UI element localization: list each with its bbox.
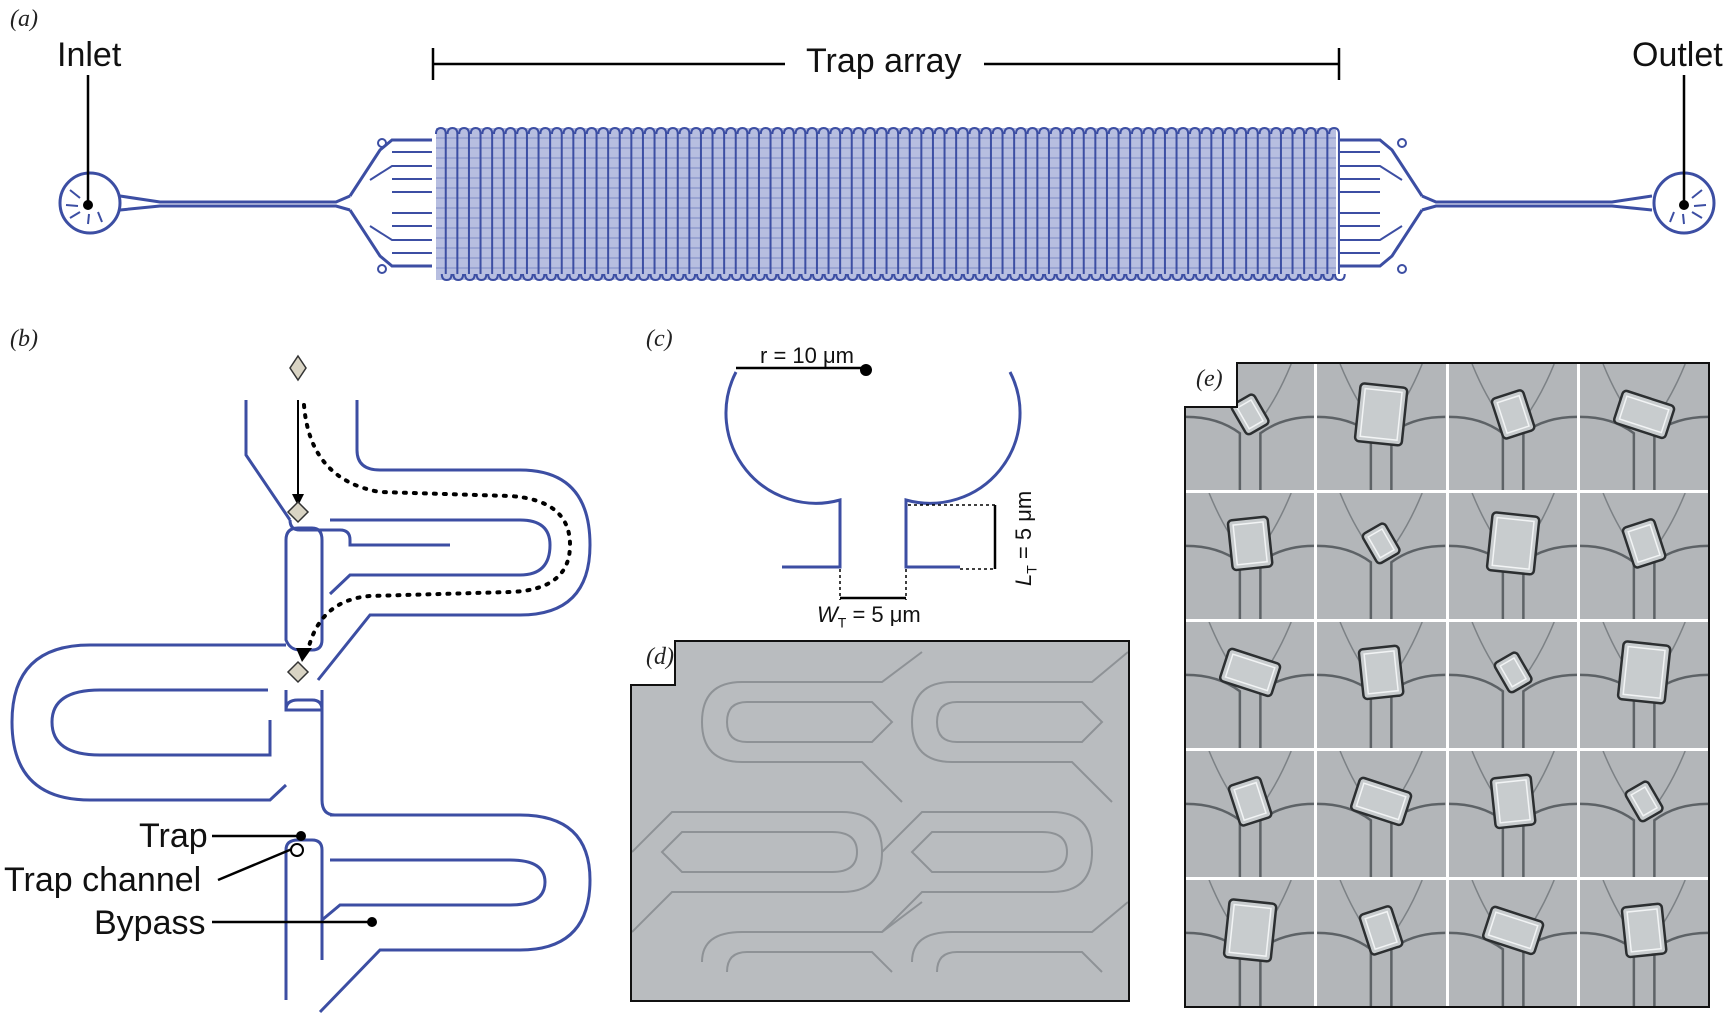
crystal-tile-image — [1579, 751, 1708, 877]
crystal — [1493, 651, 1533, 694]
crystal-tile — [1317, 880, 1446, 1006]
crystal-tile-image — [1448, 751, 1577, 877]
crystal-tile-image — [1448, 880, 1577, 1006]
crystal — [1621, 518, 1667, 569]
crystal — [1358, 644, 1405, 701]
crystal — [1222, 898, 1278, 963]
crystal-tile — [1186, 622, 1315, 748]
crystal-tile-image — [1186, 751, 1315, 877]
crystal — [1612, 389, 1676, 440]
trap-schematic — [10, 354, 592, 1014]
crystal-tile-image — [1448, 622, 1577, 748]
crystal-tile — [1448, 493, 1577, 619]
length-label: LT = 5 μm — [1011, 491, 1039, 586]
crystal-tile — [1317, 751, 1446, 877]
crystal — [1361, 522, 1401, 565]
crystal — [1218, 647, 1282, 698]
crystal-tile-image — [1186, 493, 1315, 619]
crystal — [1624, 780, 1664, 823]
crystal-tile-image — [1579, 493, 1708, 619]
inlet-label: Inlet — [57, 36, 122, 74]
crystal — [1616, 640, 1672, 705]
panel-d-letter: (d) — [646, 644, 674, 670]
micrograph-d-notch — [630, 640, 676, 686]
crystal-tile-image — [1579, 880, 1708, 1006]
panel-c-letter: (c) — [646, 326, 673, 352]
crystal-tile-image — [1186, 364, 1315, 490]
crystal-grid — [1184, 362, 1710, 1008]
width-value: = 5 μm — [846, 602, 921, 627]
crystal — [1230, 393, 1270, 436]
trap-channel-label: Trap channel — [4, 861, 202, 899]
crystal-tile — [1317, 493, 1446, 619]
crystal-tile — [1186, 880, 1315, 1006]
crystal-tile — [1579, 493, 1708, 619]
crystal-tile — [1448, 880, 1577, 1006]
crystal-tile — [1186, 493, 1315, 619]
crystal-grid-notch — [1184, 362, 1238, 408]
outlet-label: Outlet — [1632, 36, 1723, 74]
micrograph-d — [630, 640, 1130, 1002]
bypass-label: Bypass — [94, 904, 206, 942]
panel-a-letter: (a) — [10, 6, 38, 32]
length-value: = 5 μm — [1011, 490, 1036, 566]
crystal-tile-image — [1317, 880, 1446, 1006]
crystal — [1226, 515, 1274, 572]
crystal — [1350, 776, 1413, 827]
crystal — [1358, 905, 1404, 956]
crystal-tile — [1448, 622, 1577, 748]
crystal-tile-image — [1317, 364, 1446, 490]
crystal-tile-image — [1186, 622, 1315, 748]
crystal-tile — [1448, 364, 1577, 490]
crystal — [1354, 382, 1409, 447]
crystal-tile — [1579, 880, 1708, 1006]
crystal-tile-image — [1317, 751, 1446, 877]
trap-array-label: Trap array — [806, 42, 962, 80]
crystal-tile — [1579, 364, 1708, 490]
crystal-tile — [1579, 622, 1708, 748]
panel-b-letter: (b) — [10, 326, 38, 352]
crystal-tile-image — [1317, 493, 1446, 619]
crystal-tile — [1186, 751, 1315, 877]
width-symbol: W — [817, 602, 838, 627]
length-symbol: L — [1011, 573, 1036, 586]
trap-array-serpentine — [435, 126, 1346, 282]
crystal — [1620, 902, 1668, 959]
crystal — [1227, 776, 1273, 827]
crystal-tile-image — [1579, 364, 1708, 490]
radius-label: r = 10 μm — [760, 343, 854, 368]
crystal — [1490, 389, 1536, 440]
crystal-tile-image — [1317, 622, 1446, 748]
width-subscript: T — [837, 614, 847, 631]
crystal — [1485, 511, 1540, 576]
panel-e-letter: (e) — [1196, 366, 1223, 392]
crystal — [1489, 773, 1536, 830]
device-overview — [58, 48, 1716, 282]
trap-label: Trap — [139, 817, 208, 855]
crystal-tile-image — [1448, 364, 1577, 490]
width-label: WT = 5 μm — [817, 602, 921, 630]
crystal — [1481, 905, 1544, 956]
crystal-tile-image — [1186, 880, 1315, 1006]
crystal-tile — [1317, 622, 1446, 748]
crystal-tile — [1317, 364, 1446, 490]
crystal-tile — [1579, 751, 1708, 877]
length-subscript: T — [1023, 565, 1040, 574]
crystal-tile-image — [1448, 493, 1577, 619]
crystal-tile — [1448, 751, 1577, 877]
crystal-tile-image — [1579, 622, 1708, 748]
